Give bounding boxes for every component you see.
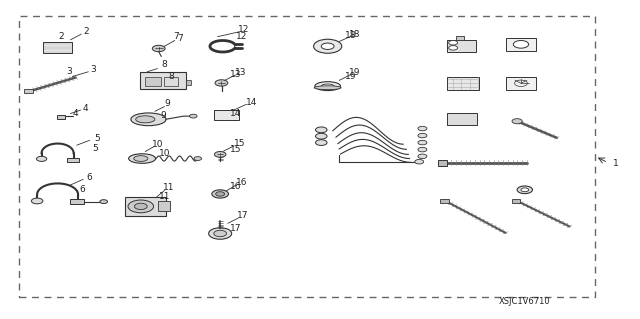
Circle shape	[316, 133, 327, 139]
Circle shape	[212, 190, 228, 198]
Circle shape	[415, 160, 424, 164]
Bar	[512, 199, 520, 203]
Text: 15: 15	[234, 139, 245, 148]
Text: 2: 2	[58, 32, 63, 41]
Text: 11: 11	[163, 183, 174, 192]
Text: 12: 12	[237, 25, 249, 34]
Circle shape	[134, 203, 147, 210]
Circle shape	[316, 140, 327, 145]
Ellipse shape	[134, 156, 148, 161]
Text: 5: 5	[92, 144, 97, 153]
Circle shape	[418, 126, 427, 131]
Circle shape	[214, 152, 226, 157]
Bar	[456, 36, 464, 40]
Text: 9: 9	[165, 100, 170, 108]
Ellipse shape	[321, 84, 334, 88]
Circle shape	[216, 192, 225, 196]
Ellipse shape	[136, 116, 155, 123]
Bar	[57, 115, 65, 119]
Text: 4: 4	[73, 109, 78, 118]
Circle shape	[418, 154, 427, 159]
Circle shape	[128, 200, 154, 213]
Text: 4: 4	[83, 104, 88, 113]
Text: 7: 7	[177, 34, 182, 43]
Bar	[440, 199, 449, 203]
Text: 17: 17	[230, 224, 241, 233]
Text: 19: 19	[349, 68, 361, 77]
Circle shape	[209, 228, 232, 239]
Ellipse shape	[129, 154, 156, 163]
Bar	[506, 38, 536, 51]
Circle shape	[314, 39, 342, 53]
Circle shape	[321, 43, 334, 49]
Ellipse shape	[314, 86, 341, 90]
Text: 19: 19	[345, 72, 356, 81]
Text: 2: 2	[84, 27, 89, 36]
Bar	[438, 160, 447, 166]
Circle shape	[316, 127, 327, 133]
Bar	[43, 42, 72, 53]
Bar	[70, 199, 84, 204]
Text: 14: 14	[246, 98, 257, 107]
Bar	[164, 77, 178, 86]
Ellipse shape	[315, 82, 340, 91]
Text: 5: 5	[95, 134, 100, 143]
Circle shape	[194, 157, 202, 160]
Bar	[447, 113, 477, 125]
Bar	[24, 89, 33, 93]
Text: 10: 10	[152, 140, 164, 149]
Text: 15: 15	[230, 145, 241, 154]
Bar	[145, 77, 161, 86]
Text: 11: 11	[159, 192, 171, 201]
Text: 3: 3	[67, 67, 72, 76]
Circle shape	[418, 147, 427, 152]
Circle shape	[449, 41, 458, 45]
Text: 9: 9	[161, 111, 166, 120]
Circle shape	[513, 41, 529, 48]
Text: 17: 17	[237, 211, 249, 220]
Text: XSJC1V6710: XSJC1V6710	[499, 297, 550, 306]
Bar	[447, 77, 479, 90]
Text: 18: 18	[349, 30, 361, 39]
Text: 10: 10	[159, 149, 171, 158]
Text: 16: 16	[236, 178, 247, 187]
Text: 6: 6	[87, 173, 92, 182]
Bar	[447, 40, 476, 52]
Bar	[214, 110, 239, 120]
Bar	[125, 197, 166, 216]
Circle shape	[215, 80, 228, 86]
Circle shape	[418, 140, 427, 145]
Text: 6: 6	[79, 185, 84, 194]
Ellipse shape	[131, 113, 166, 126]
Text: 12: 12	[236, 32, 248, 41]
Text: 13: 13	[235, 68, 246, 77]
Text: 13: 13	[230, 70, 241, 79]
Text: 3: 3	[91, 65, 96, 74]
Text: 8: 8	[169, 72, 174, 81]
Circle shape	[189, 114, 197, 118]
Text: 1: 1	[613, 159, 619, 168]
Circle shape	[521, 188, 529, 192]
Bar	[19, 16, 595, 297]
Bar	[506, 77, 536, 90]
Circle shape	[449, 46, 458, 50]
Bar	[67, 158, 79, 162]
Text: 7: 7	[173, 32, 179, 41]
Circle shape	[512, 119, 522, 124]
Text: 18: 18	[345, 31, 356, 40]
Circle shape	[100, 200, 108, 204]
Circle shape	[36, 156, 47, 161]
Text: 16: 16	[230, 182, 241, 191]
Text: 8: 8	[161, 60, 166, 69]
Text: 14: 14	[230, 109, 241, 118]
Bar	[158, 201, 170, 211]
Circle shape	[152, 45, 165, 52]
Circle shape	[418, 133, 427, 138]
Circle shape	[214, 230, 227, 237]
Bar	[140, 72, 186, 89]
Bar	[186, 80, 191, 85]
Circle shape	[31, 198, 43, 204]
Circle shape	[517, 186, 532, 194]
